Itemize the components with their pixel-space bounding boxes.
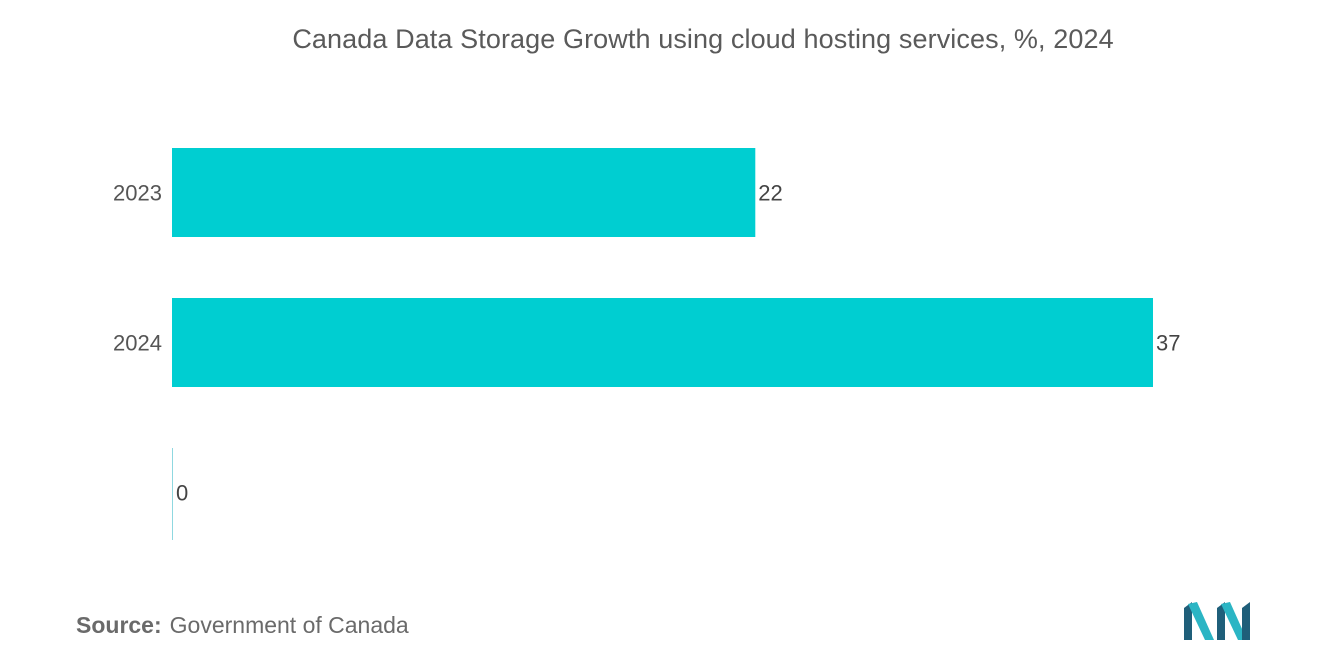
bar-2023	[172, 148, 756, 237]
value-label-2024: 37	[1156, 331, 1180, 356]
logo-shape-left	[1184, 602, 1192, 640]
bar-zero	[172, 448, 173, 540]
source-label: Source:	[76, 612, 162, 638]
source-text: Government of Canada	[169, 612, 409, 638]
bar-2024	[172, 298, 1153, 387]
mordor-intelligence-logo-icon	[1184, 602, 1250, 640]
logo-shape-diagonal-1	[1188, 602, 1214, 640]
category-label-2024: 2024	[113, 331, 162, 356]
value-label-2023: 22	[758, 181, 782, 206]
logo-shape-right	[1242, 602, 1250, 640]
value-label-zero: 0	[176, 481, 188, 506]
source-note: Source: Government of Canada	[76, 612, 409, 639]
chart-title: Canada Data Storage Growth using cloud h…	[292, 24, 1114, 54]
logo-shape-diagonal-2	[1221, 602, 1247, 640]
category-label-2023: 2023	[113, 181, 162, 206]
logo-shape-middle	[1217, 602, 1225, 640]
